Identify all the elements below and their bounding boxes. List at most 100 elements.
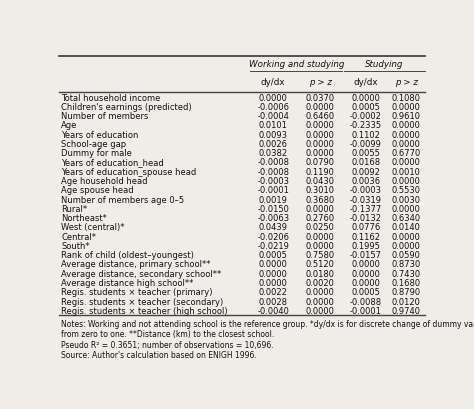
Text: -0.0206: -0.0206 [257, 232, 289, 241]
Text: 0.6460: 0.6460 [306, 112, 335, 121]
Text: 0.0000: 0.0000 [352, 279, 381, 287]
Text: 0.0120: 0.0120 [392, 297, 421, 306]
Text: Age: Age [61, 121, 77, 130]
Text: 0.0000: 0.0000 [392, 103, 421, 112]
Text: 0.5120: 0.5120 [306, 260, 335, 269]
Text: -0.0006: -0.0006 [257, 103, 289, 112]
Text: -0.2335: -0.2335 [350, 121, 382, 130]
Text: 0.0180: 0.0180 [306, 269, 335, 278]
Text: 0.6770: 0.6770 [392, 149, 421, 158]
Text: p > z: p > z [395, 78, 418, 87]
Text: 0.0000: 0.0000 [259, 260, 288, 269]
Text: Children's earnings (predicted): Children's earnings (predicted) [61, 103, 191, 112]
Text: 0.0000: 0.0000 [306, 121, 335, 130]
Text: Regis. students × teacher (secondary): Regis. students × teacher (secondary) [61, 297, 223, 306]
Text: Average distance, primary school**: Average distance, primary school** [61, 260, 210, 269]
Text: 0.0000: 0.0000 [306, 232, 335, 241]
Text: p > z: p > z [309, 78, 332, 87]
Text: 0.0590: 0.0590 [392, 251, 421, 260]
Text: 0.1102: 0.1102 [352, 130, 381, 139]
Text: 0.0000: 0.0000 [306, 103, 335, 112]
Text: 0.9740: 0.9740 [392, 306, 421, 315]
Text: 0.0000: 0.0000 [392, 139, 421, 148]
Text: Regis. students × teacher (high school): Regis. students × teacher (high school) [61, 306, 228, 315]
Text: Studying: Studying [365, 60, 403, 69]
Text: -0.0219: -0.0219 [257, 241, 289, 250]
Text: Notes: Working and not attending school is the reference group. *dy/dx is for di: Notes: Working and not attending school … [61, 319, 474, 328]
Text: South*: South* [61, 241, 90, 250]
Text: 0.0000: 0.0000 [392, 241, 421, 250]
Text: Average distance high school**: Average distance high school** [61, 279, 193, 287]
Text: 0.0030: 0.0030 [392, 195, 421, 204]
Text: 0.7580: 0.7580 [306, 251, 335, 260]
Text: 0.1080: 0.1080 [392, 93, 421, 102]
Text: Source: Author's calculation based on ENIGH 1996.: Source: Author's calculation based on EN… [61, 350, 257, 359]
Text: -0.0063: -0.0063 [257, 213, 289, 222]
Text: Working and studying: Working and studying [248, 60, 344, 69]
Text: dy/dx: dy/dx [354, 78, 378, 87]
Text: 0.0092: 0.0092 [352, 167, 381, 176]
Text: Total household income: Total household income [61, 93, 161, 102]
Text: 0.9610: 0.9610 [392, 112, 421, 121]
Text: 0.0382: 0.0382 [259, 149, 288, 158]
Text: 0.0000: 0.0000 [392, 158, 421, 167]
Text: -0.0040: -0.0040 [257, 306, 289, 315]
Text: Rank of child (oldest–youngest): Rank of child (oldest–youngest) [61, 251, 194, 260]
Text: 0.0093: 0.0093 [259, 130, 288, 139]
Text: 0.0000: 0.0000 [352, 93, 381, 102]
Text: 0.0036: 0.0036 [351, 177, 381, 186]
Text: -0.0150: -0.0150 [257, 204, 289, 213]
Text: 0.0000: 0.0000 [306, 241, 335, 250]
Text: 0.0790: 0.0790 [306, 158, 335, 167]
Text: 0.3010: 0.3010 [306, 186, 335, 195]
Text: 0.0028: 0.0028 [259, 297, 288, 306]
Text: Average distance, secondary school**: Average distance, secondary school** [61, 269, 221, 278]
Text: -0.0132: -0.0132 [350, 213, 382, 222]
Text: 0.6340: 0.6340 [392, 213, 421, 222]
Text: 0.8790: 0.8790 [392, 288, 421, 297]
Text: 0.0010: 0.0010 [392, 167, 421, 176]
Text: Age spouse head: Age spouse head [61, 186, 134, 195]
Text: 0.0000: 0.0000 [306, 149, 335, 158]
Text: -0.0001: -0.0001 [257, 186, 289, 195]
Text: -0.0002: -0.0002 [350, 112, 382, 121]
Text: 0.0005: 0.0005 [259, 251, 288, 260]
Text: 0.0439: 0.0439 [259, 223, 288, 232]
Text: 0.0005: 0.0005 [352, 103, 381, 112]
Text: 0.1190: 0.1190 [306, 167, 335, 176]
Text: 0.1995: 0.1995 [352, 241, 381, 250]
Text: -0.1377: -0.1377 [350, 204, 382, 213]
Text: 0.0000: 0.0000 [306, 297, 335, 306]
Text: 0.0000: 0.0000 [392, 177, 421, 186]
Text: Central*: Central* [61, 232, 96, 241]
Text: -0.0001: -0.0001 [350, 306, 382, 315]
Text: -0.0088: -0.0088 [350, 297, 382, 306]
Text: -0.0157: -0.0157 [350, 251, 382, 260]
Text: Number of members: Number of members [61, 112, 148, 121]
Text: from zero to one. **Distance (km) to the closest school.: from zero to one. **Distance (km) to the… [61, 329, 274, 338]
Text: 0.0168: 0.0168 [351, 158, 381, 167]
Text: 0.2760: 0.2760 [306, 213, 335, 222]
Text: 0.0000: 0.0000 [392, 204, 421, 213]
Text: 0.0026: 0.0026 [259, 139, 288, 148]
Text: -0.0003: -0.0003 [350, 186, 382, 195]
Text: 0.0000: 0.0000 [392, 232, 421, 241]
Text: Dummy for male: Dummy for male [61, 149, 132, 158]
Text: Years of education: Years of education [61, 130, 138, 139]
Text: 0.0000: 0.0000 [306, 204, 335, 213]
Text: Age household head: Age household head [61, 177, 147, 186]
Text: 0.7430: 0.7430 [392, 269, 421, 278]
Text: 0.0776: 0.0776 [351, 223, 381, 232]
Text: 0.0370: 0.0370 [306, 93, 335, 102]
Text: Years of education_head: Years of education_head [61, 158, 164, 167]
Text: School-age gap: School-age gap [61, 139, 126, 148]
Text: Years of education_spouse head: Years of education_spouse head [61, 167, 196, 176]
Text: -0.0319: -0.0319 [350, 195, 382, 204]
Text: -0.0004: -0.0004 [257, 112, 289, 121]
Text: 0.0000: 0.0000 [259, 269, 288, 278]
Text: dy/dx: dy/dx [261, 78, 285, 87]
Text: 0.1162: 0.1162 [352, 232, 381, 241]
Text: 0.0022: 0.0022 [259, 288, 288, 297]
Text: -0.0003: -0.0003 [257, 177, 289, 186]
Text: 0.0250: 0.0250 [306, 223, 335, 232]
